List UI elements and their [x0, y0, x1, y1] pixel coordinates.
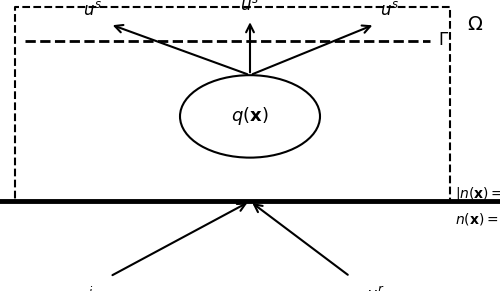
Text: $u^r$: $u^r$ [366, 286, 384, 291]
Ellipse shape [180, 75, 320, 158]
Text: $n(\mathbf{x})=n_0$: $n(\mathbf{x})=n_0$ [455, 212, 500, 229]
Text: $u^s$: $u^s$ [83, 1, 102, 19]
Text: $u^s$: $u^s$ [240, 0, 260, 14]
Text: $\Gamma$: $\Gamma$ [438, 31, 448, 49]
Text: $u^s$: $u^s$ [380, 1, 400, 19]
Text: $q(\mathbf{x})$: $q(\mathbf{x})$ [231, 105, 269, 127]
Text: $|n(\mathbf{x})=1$: $|n(\mathbf{x})=1$ [455, 185, 500, 203]
Text: $u^i$: $u^i$ [76, 286, 94, 291]
Text: $\Omega$: $\Omega$ [467, 15, 483, 34]
